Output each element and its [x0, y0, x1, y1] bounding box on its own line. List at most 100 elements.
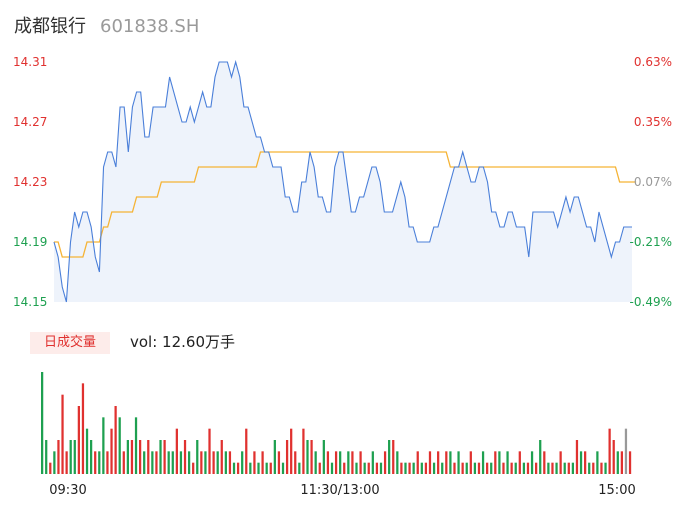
- volume-bar: [600, 462, 603, 474]
- volume-readout: vol: 12.60万手: [130, 333, 235, 351]
- volume-bar: [567, 462, 570, 474]
- volume-bar: [220, 440, 223, 474]
- volume-bar: [539, 440, 542, 474]
- volume-bar: [159, 440, 162, 474]
- volume-bar: [375, 462, 379, 474]
- x-tick-label: 15:00: [598, 483, 635, 498]
- volume-bar: [98, 451, 101, 474]
- volume-bar: [106, 451, 109, 474]
- volume-bar: [420, 462, 423, 474]
- volume-bar: [575, 440, 579, 474]
- volume-bar: [616, 451, 619, 474]
- y-tick-label: 14.15: [13, 295, 47, 309]
- volume-bar: [588, 462, 591, 474]
- volume-bar: [481, 451, 485, 474]
- volume-bar: [396, 451, 399, 474]
- volume-bar: [41, 372, 44, 474]
- stock-code: 601838.SH: [100, 16, 200, 37]
- volume-bar: [94, 451, 97, 474]
- volume-bar: [187, 451, 191, 474]
- volume-bar: [490, 462, 493, 474]
- volume-bar: [330, 462, 334, 474]
- y-tick-label: 14.31: [13, 55, 47, 69]
- volume-bar: [379, 462, 383, 474]
- volume-bar: [61, 394, 64, 474]
- volume-bar: [138, 440, 142, 474]
- volume-bar: [171, 451, 174, 474]
- volume-bar: [334, 451, 338, 474]
- volume-bar: [200, 451, 203, 474]
- volume-bar: [277, 451, 281, 474]
- volume-bar: [85, 428, 89, 474]
- volume-bar: [612, 440, 615, 474]
- volume-bar: [302, 428, 305, 474]
- volume-bar: [236, 462, 240, 474]
- x-tick-label: 09:30: [49, 483, 86, 498]
- volume-bar: [392, 440, 395, 474]
- volume-bar: [428, 451, 432, 474]
- volume-bar: [469, 451, 472, 474]
- volume-bar: [322, 440, 325, 474]
- volume-bar: [477, 462, 481, 474]
- volume-bar: [179, 451, 183, 474]
- volume-bar: [453, 462, 456, 474]
- x-tick-label: 11:30/13:00: [300, 483, 379, 498]
- volume-bar: [196, 440, 199, 474]
- volume-bar: [510, 462, 513, 474]
- volume-bar: [224, 451, 227, 474]
- volume-bar: [273, 440, 276, 474]
- volume-bar: [347, 451, 350, 474]
- volume-bar: [134, 417, 138, 474]
- y-tick-label: 14.23: [13, 175, 47, 189]
- volume-bar: [473, 462, 477, 474]
- volume-bar: [441, 462, 444, 474]
- volume-bar: [371, 451, 374, 474]
- volume-bar: [110, 428, 113, 474]
- volume-bar: [522, 462, 526, 474]
- volume-bar: [465, 462, 468, 474]
- volume-bar: [388, 440, 391, 474]
- volume-bar: [290, 428, 293, 474]
- volume-bar: [45, 440, 48, 474]
- volume-bar: [367, 462, 370, 474]
- volume-bar: [130, 440, 134, 474]
- volume-bar: [461, 462, 464, 474]
- volume-bar: [628, 451, 632, 474]
- volume-bar: [416, 451, 419, 474]
- volume-bar: [400, 462, 403, 474]
- volume-bar: [424, 462, 428, 474]
- volume-bar: [245, 428, 248, 474]
- volume-bar: [69, 440, 72, 474]
- volume-bar: [559, 451, 562, 474]
- volume-bar: [126, 440, 129, 474]
- volume-bar: [355, 462, 358, 474]
- volume-bar: [506, 451, 509, 474]
- volume-bar: [339, 451, 342, 474]
- volume-bar: [306, 440, 309, 474]
- volume-bar: [314, 451, 317, 474]
- volume-bar: [404, 462, 407, 474]
- volume-bar: [249, 462, 252, 474]
- y-tick-label: 14.27: [13, 115, 47, 129]
- volume-bar: [363, 462, 366, 474]
- volume-bar: [143, 451, 146, 474]
- volume-bar: [285, 440, 289, 474]
- volume-bar: [118, 417, 121, 474]
- volume-bar: [543, 451, 546, 474]
- volume-bar: [412, 462, 415, 474]
- volume-bar: [241, 451, 244, 474]
- volume-bar: [257, 462, 260, 474]
- volume-bar: [151, 451, 154, 474]
- pct-tick-label: -0.49%: [630, 295, 672, 309]
- volume-bar: [502, 462, 505, 474]
- volume-bar: [147, 440, 150, 474]
- volume-bar: [77, 406, 80, 474]
- volume-bar: [167, 451, 170, 474]
- volume-bar: [596, 451, 599, 474]
- volume-bar: [298, 462, 301, 474]
- chart-header: 成都银行 601838.SH: [14, 12, 199, 40]
- volume-bar: [359, 451, 362, 474]
- volume-bar: [49, 462, 52, 474]
- volume-period-badge[interactable]: 日成交量: [30, 332, 110, 354]
- volume-bar: [57, 440, 60, 474]
